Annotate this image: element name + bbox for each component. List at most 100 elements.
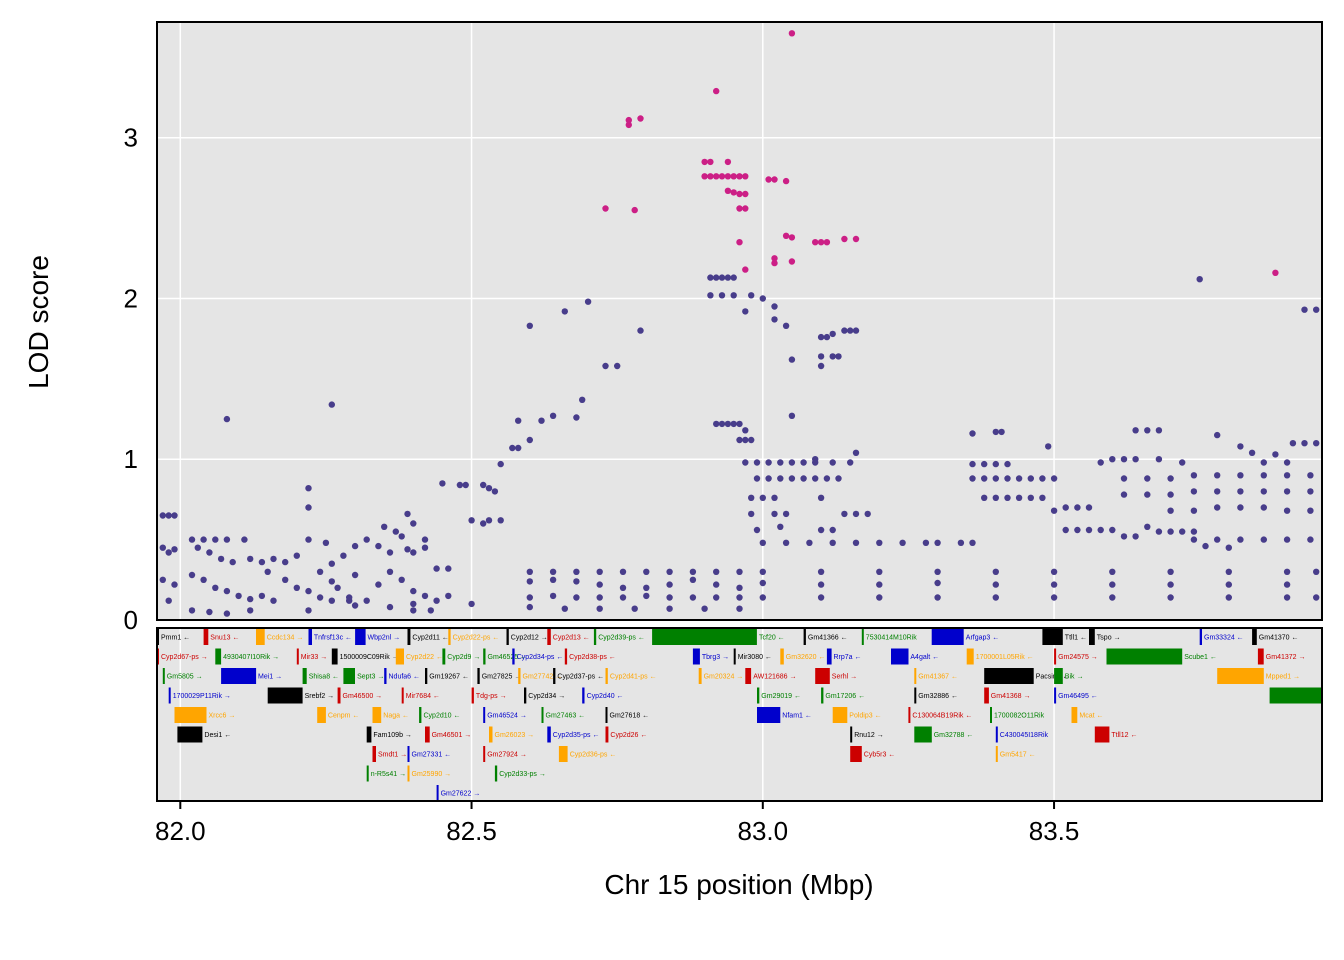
data-point — [782, 322, 790, 329]
data-point — [800, 459, 807, 466]
data-point — [643, 592, 650, 600]
data-point — [759, 579, 766, 587]
gene-bar — [984, 668, 1034, 684]
gene-bar — [745, 668, 752, 684]
gene-bar — [407, 629, 411, 645]
data-point — [1307, 488, 1314, 495]
gene-label: Tspo → — [1097, 635, 1121, 642]
data-point — [992, 475, 999, 482]
data-point — [934, 579, 941, 587]
data-point — [1132, 533, 1139, 540]
gene-bar — [553, 668, 556, 684]
data-point — [468, 600, 475, 608]
data-point — [835, 475, 842, 482]
data-point — [1313, 306, 1320, 313]
gene-bar — [1054, 648, 1057, 665]
data-point — [1179, 528, 1186, 535]
data-point — [328, 597, 335, 604]
gene-label: Tcf20 ← — [759, 635, 785, 642]
data-point — [404, 546, 411, 553]
data-point — [1074, 504, 1081, 511]
data-point — [934, 539, 941, 546]
data-point — [981, 475, 988, 482]
data-point — [777, 459, 784, 466]
gene-bar — [547, 726, 551, 743]
data-point — [1237, 443, 1244, 450]
data-point — [823, 239, 831, 246]
gene-label: Scube1 ← — [1184, 654, 1217, 661]
data-point — [1260, 472, 1268, 479]
data-point — [1050, 507, 1058, 514]
data-point — [351, 571, 359, 579]
data-point — [1283, 581, 1291, 588]
data-point — [777, 523, 784, 530]
data-point — [992, 568, 999, 575]
data-point — [410, 520, 417, 527]
gene-label: Tnfrsf13c ← — [314, 635, 352, 642]
data-point — [247, 555, 254, 563]
data-point — [800, 475, 807, 482]
data-point — [212, 536, 219, 543]
data-point — [247, 595, 254, 603]
data-point — [1283, 488, 1291, 495]
data-point — [852, 510, 860, 518]
gene-bar — [605, 668, 608, 684]
data-point — [788, 475, 796, 482]
gene-bar — [698, 668, 702, 684]
data-point — [462, 481, 469, 489]
gene-bar — [448, 629, 451, 645]
data-point — [596, 605, 603, 612]
data-point — [619, 568, 627, 575]
gene-label: Gm46525 ← — [488, 654, 528, 661]
data-point — [1313, 568, 1320, 575]
data-point — [1190, 507, 1198, 514]
data-point — [229, 558, 236, 566]
data-point — [573, 414, 580, 421]
data-point — [724, 158, 732, 166]
gene-bar — [891, 648, 909, 665]
data-point — [817, 594, 825, 601]
data-point — [829, 459, 836, 466]
data-point — [1260, 504, 1268, 511]
data-point — [981, 460, 988, 468]
gene-bar — [221, 668, 257, 684]
data-point — [643, 584, 650, 591]
gene-label: Gm27618 ← — [610, 713, 650, 720]
gene-label: Tbrg3 → — [702, 654, 729, 661]
data-point — [270, 555, 277, 563]
data-point — [1039, 475, 1046, 482]
gene-bar — [914, 668, 917, 684]
data-point — [864, 510, 871, 518]
data-point — [1144, 491, 1151, 498]
data-point — [305, 607, 312, 614]
data-point — [707, 158, 714, 166]
gene-label: Fam109b → — [373, 732, 412, 739]
data-point — [1260, 536, 1268, 543]
data-point — [876, 581, 883, 588]
data-point — [730, 292, 737, 299]
x-axis-title: Chr 15 position (Mbp) — [604, 869, 873, 900]
data-point — [549, 592, 557, 600]
gene-bar — [605, 707, 608, 723]
data-point — [206, 608, 213, 616]
data-point — [549, 568, 557, 575]
data-point — [165, 549, 172, 556]
data-point — [334, 584, 341, 591]
data-point — [328, 401, 335, 408]
gene-label: Cyp2d22 ← — [406, 654, 443, 661]
gene-bar — [652, 629, 757, 645]
data-point — [1155, 427, 1163, 434]
data-point — [1167, 528, 1174, 535]
data-point — [1190, 528, 1198, 535]
gene-bar — [489, 726, 493, 743]
x-tick-label: 82.5 — [446, 816, 497, 846]
data-point — [596, 568, 603, 575]
gene-bar — [1269, 687, 1322, 704]
gene-label: Desi1 ← — [204, 732, 231, 739]
data-point — [293, 584, 300, 591]
data-point — [526, 436, 533, 444]
data-point — [404, 510, 411, 518]
data-point — [841, 235, 848, 243]
data-point — [159, 544, 166, 551]
data-point — [992, 594, 999, 601]
